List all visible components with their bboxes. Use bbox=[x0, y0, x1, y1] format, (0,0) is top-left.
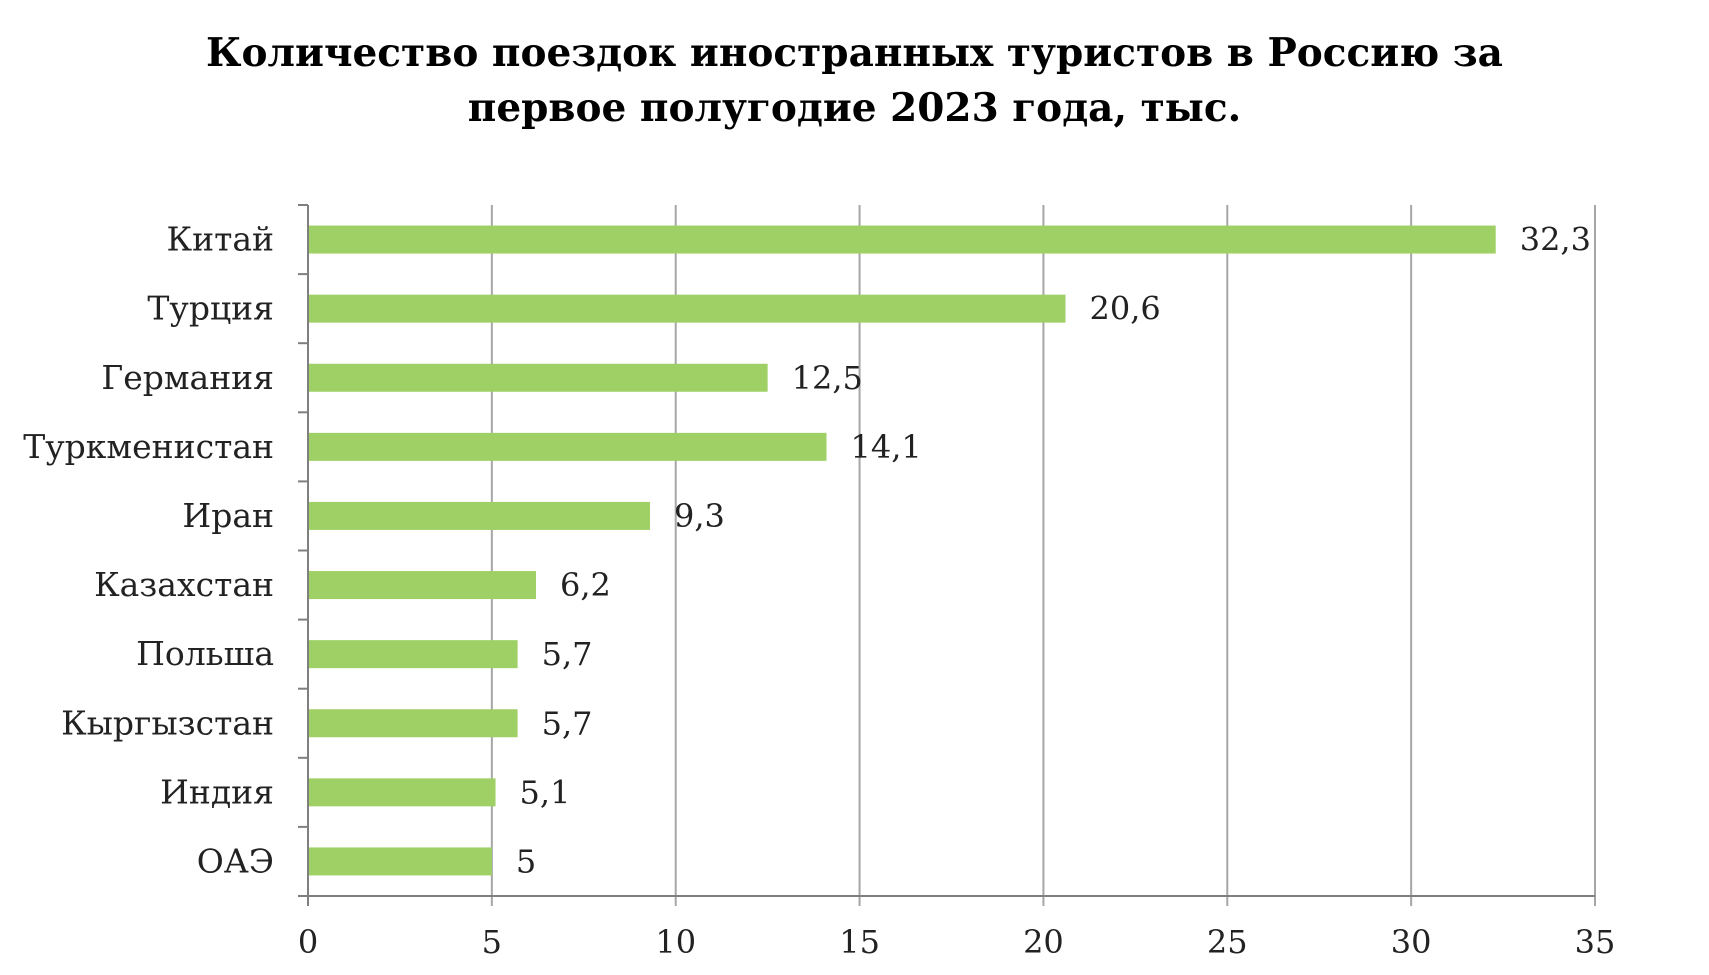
chart-title-line-1: Количество поездок иностранных туристов … bbox=[206, 30, 1503, 76]
x-tick-label: 15 bbox=[839, 923, 880, 961]
data-label: 32,3 bbox=[1520, 221, 1591, 259]
bar bbox=[309, 709, 518, 738]
bar bbox=[309, 847, 492, 876]
bar bbox=[309, 363, 768, 392]
bar bbox=[309, 225, 1496, 254]
category-label: ОАЭ bbox=[197, 841, 274, 880]
category-label: Турция bbox=[147, 289, 274, 328]
data-label: 5,7 bbox=[542, 704, 593, 742]
bar bbox=[309, 571, 536, 600]
x-tick-label: 0 bbox=[298, 923, 318, 961]
bar bbox=[309, 294, 1066, 323]
data-label: 5,1 bbox=[520, 773, 571, 811]
x-tick-label: 35 bbox=[1575, 923, 1616, 961]
category-label: Польша bbox=[136, 634, 274, 673]
data-label: 5 bbox=[516, 842, 536, 880]
category-label: Кыргызстан bbox=[61, 703, 274, 742]
category-label: Туркменистан bbox=[23, 427, 274, 466]
data-label: 12,5 bbox=[792, 359, 863, 397]
data-label: 14,1 bbox=[850, 428, 921, 466]
x-tick-label: 20 bbox=[1023, 923, 1064, 961]
category-label: Иран bbox=[182, 496, 274, 535]
x-tick-label: 10 bbox=[655, 923, 696, 961]
bar bbox=[309, 501, 650, 530]
x-tick-label: 5 bbox=[482, 923, 502, 961]
data-label: 9,3 bbox=[674, 497, 725, 535]
bar bbox=[309, 640, 518, 669]
data-label: 6,2 bbox=[560, 566, 611, 604]
bar bbox=[309, 778, 496, 807]
category-label: Германия bbox=[101, 358, 274, 397]
x-tick-label: 30 bbox=[1391, 923, 1432, 961]
chart-title-line-2: первое полугодие 2023 года, тыс. bbox=[467, 85, 1242, 131]
category-label: Китай bbox=[167, 220, 274, 259]
category-label: Индия bbox=[160, 772, 274, 811]
bar bbox=[309, 432, 827, 461]
chart-title: Количество поездок иностранных туристов … bbox=[0, 26, 1709, 136]
x-tick-label: 25 bbox=[1207, 923, 1248, 961]
category-label: Казахстан bbox=[94, 565, 274, 604]
data-label: 5,7 bbox=[542, 635, 593, 673]
data-label: 20,6 bbox=[1089, 290, 1160, 328]
